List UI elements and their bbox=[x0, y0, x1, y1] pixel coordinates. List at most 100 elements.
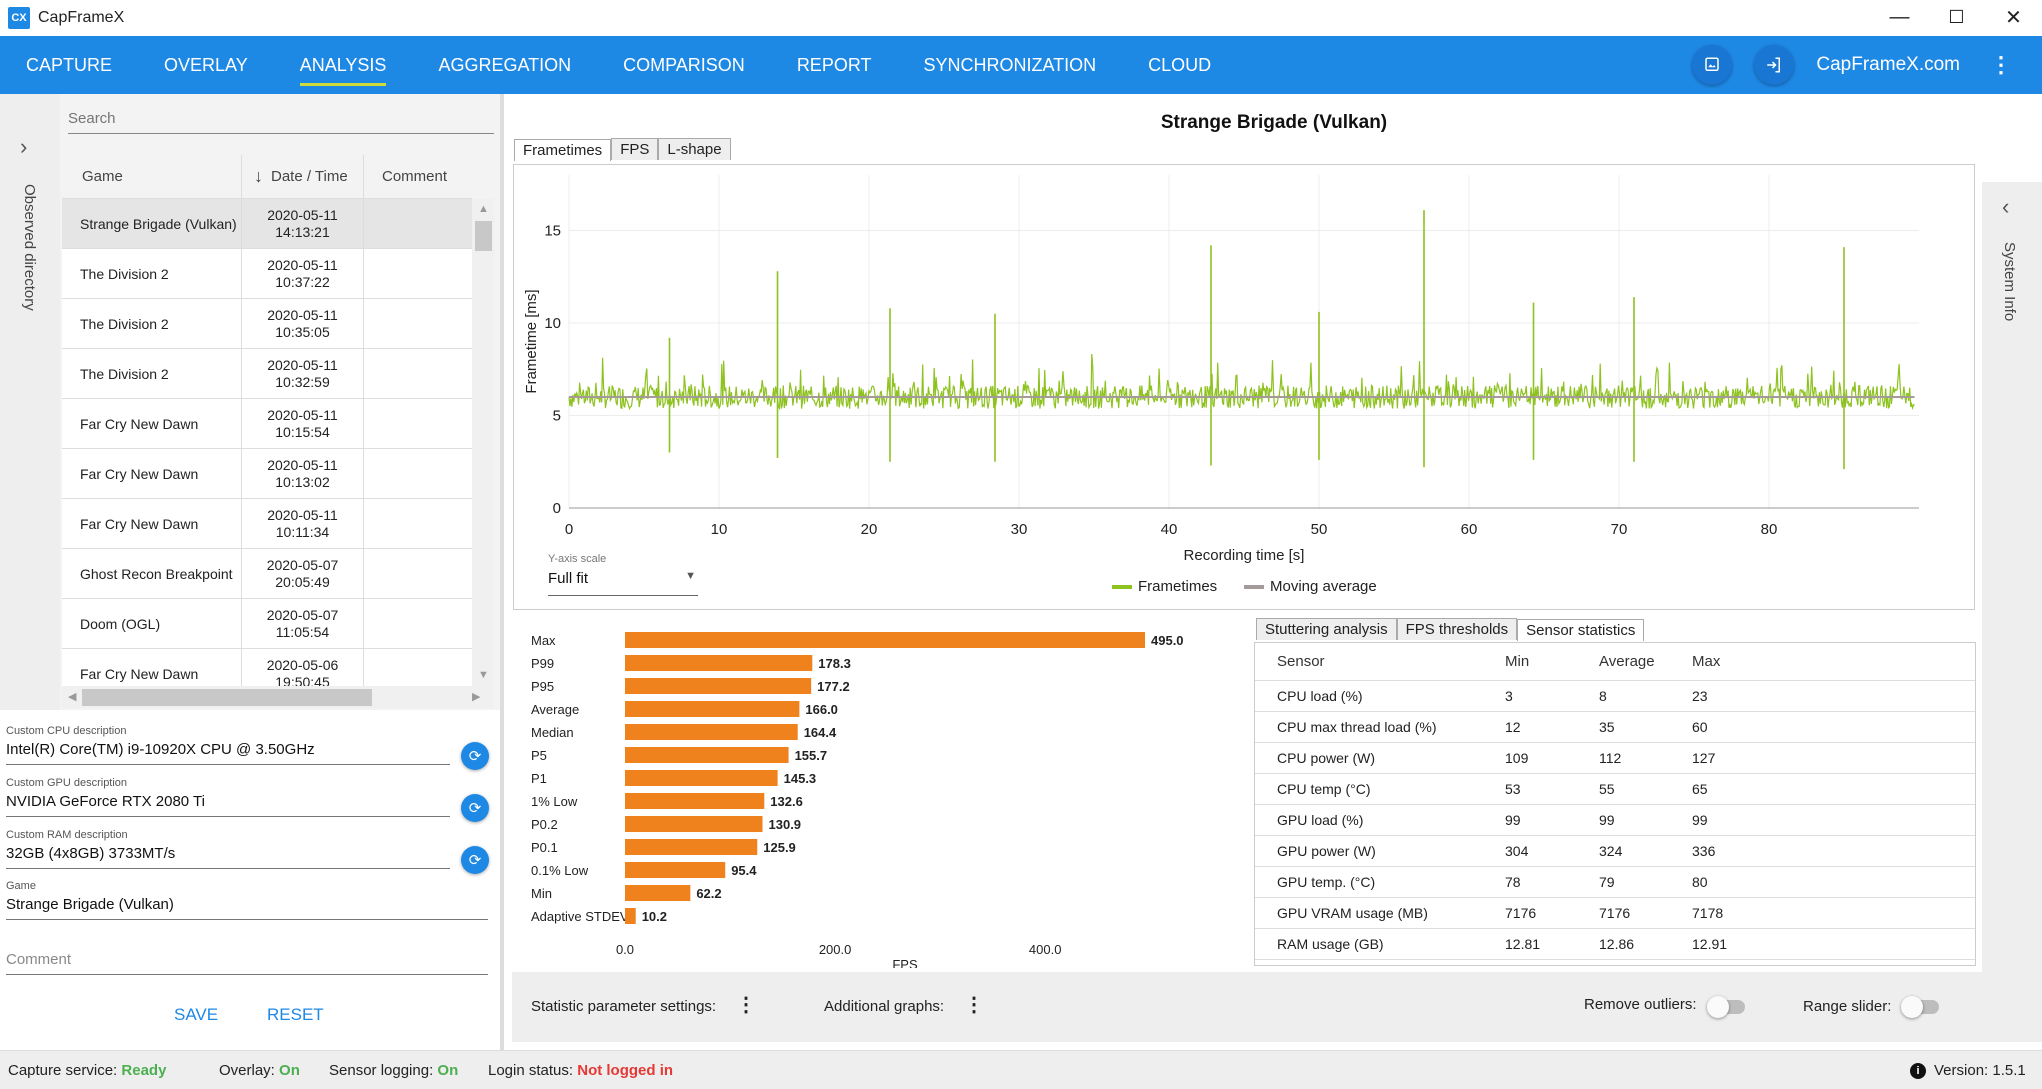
range-slider-toggle[interactable] bbox=[1901, 996, 1939, 1018]
search-input[interactable] bbox=[68, 104, 494, 132]
tab-capture[interactable]: CAPTURE bbox=[26, 54, 113, 75]
sensor-average: 7176 bbox=[1599, 905, 1631, 921]
row-comment bbox=[364, 549, 472, 598]
frametime-plot-frame: 0 10 20 30 40 50 60 70 80 0 5 10 15 Recording time [s… bbox=[513, 164, 1975, 610]
website-link[interactable]: CapFrameX.com bbox=[1816, 54, 1960, 75]
tab-fps-thresholds[interactable]: FPS thresholds bbox=[1396, 618, 1518, 640]
minimize-button[interactable]: — bbox=[1889, 5, 1910, 28]
stat-settings-menu-icon[interactable]: ⋮ bbox=[736, 994, 756, 1016]
scroll-right-icon[interactable]: ▶ bbox=[472, 691, 481, 703]
scroll-thumb[interactable] bbox=[475, 221, 492, 251]
additional-graphs-menu-icon[interactable]: ⋮ bbox=[964, 994, 984, 1016]
y-axis-scale-select[interactable]: Full fit ▼ bbox=[548, 570, 698, 596]
ram-field-value[interactable]: 32GB (4x8GB) 3733MT/s bbox=[6, 841, 450, 869]
tab-l-shape[interactable]: L-shape bbox=[658, 138, 731, 160]
maximize-button[interactable]: ☐ bbox=[1948, 6, 1965, 27]
table-row[interactable]: Far Cry New Dawn 2020-05-11 10:11:34 bbox=[62, 499, 472, 549]
table-row[interactable]: Doom (OGL) 2020-05-07 11:05:54 bbox=[62, 599, 472, 649]
column-comment[interactable]: Comment bbox=[382, 168, 448, 185]
tab-comparison[interactable]: COMPARISON bbox=[623, 54, 745, 75]
analysis-options-bar: Statistic parameter settings: ⋮ Addition… bbox=[512, 972, 1982, 1042]
bar-value-label: 155.7 bbox=[795, 748, 828, 763]
sensor-average: 12.86 bbox=[1599, 936, 1635, 952]
table-row[interactable]: Far Cry New Dawn 2020-05-11 10:15:54 bbox=[62, 399, 472, 449]
session-details: Custom CPU description Intel(R) Core(TM)… bbox=[0, 712, 500, 1042]
sensor-min: 53 bbox=[1505, 781, 1521, 797]
sensor-row: CPU power (W) 109 112 127 bbox=[1255, 743, 1975, 774]
comment-field[interactable]: Comment bbox=[6, 945, 488, 975]
save-button[interactable]: SAVE bbox=[174, 1005, 219, 1024]
column-date-label: Date / Time bbox=[271, 168, 348, 185]
bar-value-label: 495.0 bbox=[1151, 633, 1184, 648]
info-icon: i bbox=[1910, 1063, 1926, 1080]
expand-arrow-icon[interactable]: › bbox=[20, 134, 28, 159]
tab-analysis[interactable]: ANALYSIS bbox=[274, 36, 413, 94]
bar-category-label: Adaptive STDEV bbox=[531, 909, 629, 924]
cpu-field-value[interactable]: Intel(R) Core(TM) i9-10920X CPU @ 3.50GH… bbox=[6, 737, 450, 765]
system-info-strip[interactable]: ‹ System Info bbox=[1982, 182, 2042, 1042]
fps-bar-chart: Max 495.0 P99 178.3 P95 177.2 Average 166.0 Medi… bbox=[531, 632, 1184, 968]
gpu-field[interactable]: Custom GPU description NVIDIA GeForce RT… bbox=[6, 777, 450, 817]
gpu-field-value[interactable]: NVIDIA GeForce RTX 2080 Ti bbox=[6, 789, 450, 817]
row-time: 20:05:49 bbox=[275, 573, 330, 590]
column-date[interactable]: ↓ Date / Time bbox=[242, 155, 364, 198]
table-row[interactable]: The Division 2 2020-05-11 10:35:05 bbox=[62, 299, 472, 349]
ram-field[interactable]: Custom RAM description 32GB (4x8GB) 3733… bbox=[6, 829, 450, 869]
vertical-scrollbar[interactable]: ▲ ▼ bbox=[472, 199, 494, 686]
tab-overlay[interactable]: OVERLAY bbox=[164, 54, 248, 75]
legend-frametimes[interactable]: Frametimes bbox=[1112, 578, 1217, 595]
tab-sensor-statistics[interactable]: Sensor statistics bbox=[1517, 619, 1645, 641]
scroll-down-icon[interactable]: ▼ bbox=[478, 669, 489, 681]
row-game: Far Cry New Dawn bbox=[62, 449, 242, 498]
refresh-gpu-button[interactable]: ⟳ bbox=[461, 794, 489, 822]
table-row[interactable]: The Division 2 2020-05-11 10:32:59 bbox=[62, 349, 472, 399]
scroll-up-icon[interactable]: ▲ bbox=[478, 203, 489, 215]
horizontal-scrollbar[interactable]: ◀ ▶ bbox=[62, 686, 494, 708]
observed-directory-strip[interactable]: › Observed directory bbox=[0, 94, 60, 710]
frametime-chart[interactable]: 0 10 20 30 40 50 60 70 80 0 5 10 15 Recording time [s… bbox=[514, 165, 1974, 609]
cpu-field[interactable]: Custom CPU description Intel(R) Core(TM)… bbox=[6, 725, 450, 765]
observed-directory-label: Observed directory bbox=[21, 184, 38, 311]
collapse-arrow-icon[interactable]: ‹ bbox=[2002, 194, 2010, 219]
tab-stuttering-analysis[interactable]: Stuttering analysis bbox=[1256, 618, 1397, 640]
bar bbox=[625, 816, 763, 832]
sensor-row: CPU temp (°C) 53 55 65 bbox=[1255, 774, 1975, 805]
more-vert-icon[interactable]: ⋮ bbox=[1990, 52, 2012, 77]
panel-divider[interactable] bbox=[500, 94, 504, 1050]
legend-moving-average[interactable]: Moving average bbox=[1244, 578, 1377, 595]
table-row[interactable]: Strange Brigade (Vulkan) 2020-05-11 14:13:… bbox=[62, 199, 472, 249]
refresh-cpu-button[interactable]: ⟳ bbox=[461, 742, 489, 770]
row-time: 10:37:22 bbox=[275, 273, 330, 290]
screenshot-button[interactable] bbox=[1692, 45, 1733, 85]
remove-outliers-toggle[interactable] bbox=[1707, 996, 1745, 1018]
column-game[interactable]: Game bbox=[62, 155, 242, 198]
bar-x-tick-label: 400.0 bbox=[1029, 942, 1062, 957]
refresh-ram-button[interactable]: ⟳ bbox=[461, 846, 489, 874]
game-field-value[interactable]: Strange Brigade (Vulkan) bbox=[6, 892, 488, 920]
chart-title: Strange Brigade (Vulkan) bbox=[1160, 112, 1388, 133]
tab-fps[interactable]: FPS bbox=[611, 138, 659, 160]
tab-frametimes[interactable]: Frametimes bbox=[514, 139, 612, 161]
game-field[interactable]: Game Strange Brigade (Vulkan) bbox=[6, 880, 488, 920]
tab-synchronization[interactable]: SYNCHRONIZATION bbox=[923, 54, 1097, 75]
tab-cloud[interactable]: CLOUD bbox=[1148, 54, 1212, 75]
tab-report[interactable]: REPORT bbox=[796, 54, 872, 75]
x-tick-label: 30 bbox=[1011, 521, 1028, 538]
table-row[interactable]: Far Cry New Dawn 2020-05-11 10:13:02 bbox=[62, 449, 472, 499]
app-title: CapFrameX bbox=[38, 9, 125, 26]
y-tick-label: 15 bbox=[544, 223, 561, 240]
hscroll-thumb[interactable] bbox=[82, 689, 372, 706]
close-button[interactable]: ✕ bbox=[2005, 6, 2022, 29]
tab-aggregation[interactable]: AGGREGATION bbox=[438, 54, 572, 75]
comment-input[interactable]: Comment bbox=[6, 945, 488, 975]
bar bbox=[625, 655, 813, 671]
table-row[interactable]: Ghost Recon Breakpoint 2020-05-07 20:05:49 bbox=[62, 549, 472, 599]
reset-button[interactable]: RESET bbox=[267, 1005, 324, 1024]
login-button[interactable] bbox=[1754, 45, 1795, 85]
table-row[interactable]: The Division 2 2020-05-11 10:37:22 bbox=[62, 249, 472, 299]
bar-category-label: Max bbox=[531, 633, 556, 648]
remove-outliers-label: Remove outliers: bbox=[1584, 996, 1697, 1013]
scroll-left-icon[interactable]: ◀ bbox=[68, 691, 77, 703]
table-row[interactable]: Far Cry New Dawn 2020-05-06 19:50:45 bbox=[62, 649, 472, 686]
search-box bbox=[68, 104, 494, 134]
